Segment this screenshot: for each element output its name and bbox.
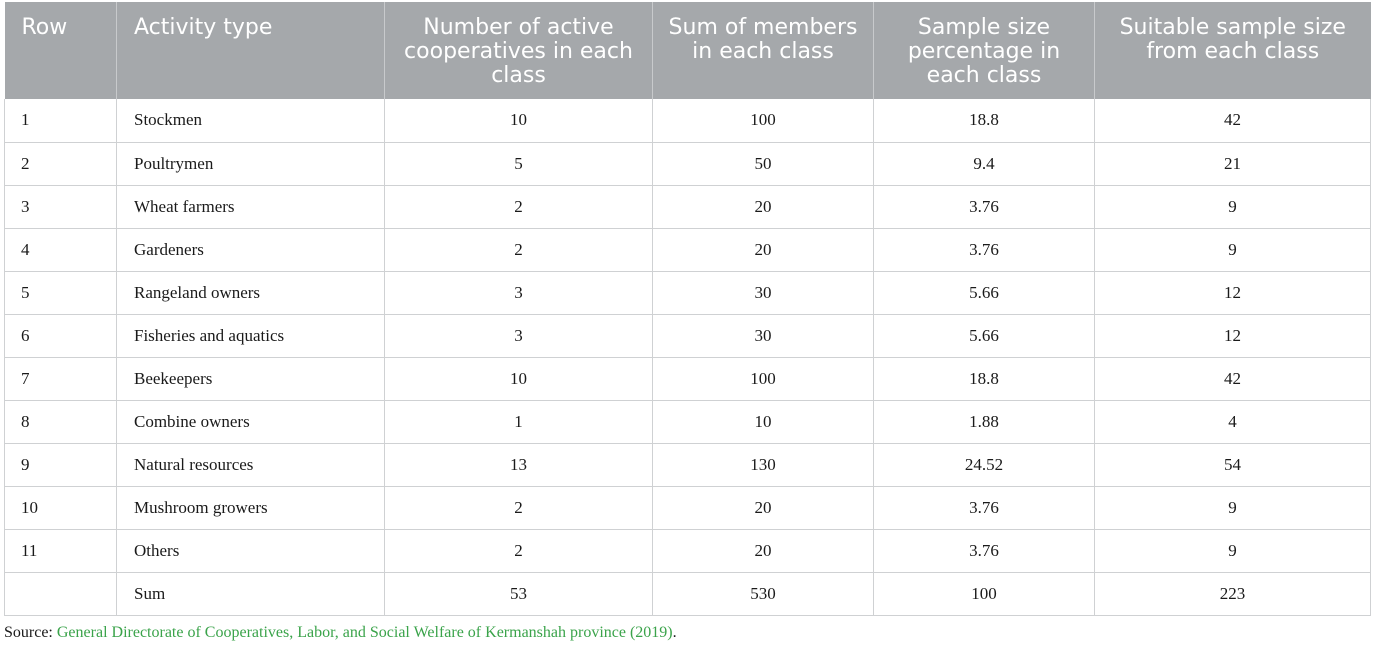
cooperatives-table: Row Activity type Number of active coope…: [4, 2, 1371, 616]
cell-suitable-sample: 9: [1094, 228, 1371, 272]
table-row: 1 Stockmen 10 100 18.8 42: [4, 99, 1371, 143]
cell-sum-members: 20: [652, 486, 874, 530]
cell-active-cooperatives: 5: [384, 142, 653, 186]
cell-suitable-sample: 223: [1094, 572, 1371, 616]
cell-sample-percentage: 5.66: [873, 271, 1095, 315]
cell-active-cooperatives: 1: [384, 400, 653, 444]
cell-row-number: 10: [4, 486, 117, 530]
header-row: Row Activity type Number of active coope…: [4, 2, 1371, 99]
cell-activity-type: Natural resources: [116, 443, 385, 487]
cell-row-number: 9: [4, 443, 117, 487]
cell-sum-members: 530: [652, 572, 874, 616]
header-row-number: Row: [4, 2, 117, 99]
cell-activity-type: Rangeland owners: [116, 271, 385, 315]
cell-activity-type: Poultrymen: [116, 142, 385, 186]
cell-active-cooperatives: 10: [384, 99, 653, 143]
cell-sum-members: 130: [652, 443, 874, 487]
cell-sample-percentage: 3.76: [873, 529, 1095, 573]
cell-row-number: [4, 572, 117, 616]
cell-sum-members: 20: [652, 529, 874, 573]
header-sum-members: Sum of members in each class: [652, 2, 874, 99]
cell-sum-members: 10: [652, 400, 874, 444]
table-row: Sum 53 530 100 223: [4, 572, 1371, 616]
table-header: Row Activity type Number of active coope…: [4, 2, 1371, 99]
source-note: Source: General Directorate of Cooperati…: [4, 624, 677, 642]
cell-row-number: 2: [4, 142, 117, 186]
cell-suitable-sample: 9: [1094, 529, 1371, 573]
cell-active-cooperatives: 2: [384, 228, 653, 272]
cell-suitable-sample: 54: [1094, 443, 1371, 487]
table-row: 11 Others 2 20 3.76 9: [4, 529, 1371, 573]
cell-row-number: 4: [4, 228, 117, 272]
table-row: 4 Gardeners 2 20 3.76 9: [4, 228, 1371, 272]
cell-sum-members: 20: [652, 228, 874, 272]
cell-activity-type: Gardeners: [116, 228, 385, 272]
table-row: 10 Mushroom growers 2 20 3.76 9: [4, 486, 1371, 530]
cell-row-number: 1: [4, 99, 117, 143]
cell-activity-type: Stockmen: [116, 99, 385, 143]
table-row: 2 Poultrymen 5 50 9.4 21: [4, 142, 1371, 186]
table-row: 9 Natural resources 13 130 24.52 54: [4, 443, 1371, 487]
cell-sample-percentage: 24.52: [873, 443, 1095, 487]
header-sample-percentage: Sample size percentage in each class: [873, 2, 1095, 99]
cell-suitable-sample: 9: [1094, 486, 1371, 530]
cell-sum-members: 100: [652, 99, 874, 143]
cell-suitable-sample: 12: [1094, 314, 1371, 358]
cell-row-number: 8: [4, 400, 117, 444]
cell-activity-type: Combine owners: [116, 400, 385, 444]
cell-suitable-sample: 42: [1094, 357, 1371, 401]
cell-row-number: 6: [4, 314, 117, 358]
table-body: 1 Stockmen 10 100 18.8 42 2 Poultrymen 5 50 9.4 21 3…: [4, 99, 1371, 616]
table-row: 6 Fisheries and aquatics 3 30 5.66 12: [4, 314, 1371, 358]
cell-sum-members: 30: [652, 314, 874, 358]
cell-suitable-sample: 12: [1094, 271, 1371, 315]
source-prefix: Source:: [4, 624, 57, 641]
cell-activity-type: Others: [116, 529, 385, 573]
cell-activity-type: Mushroom growers: [116, 486, 385, 530]
cell-sample-percentage: 5.66: [873, 314, 1095, 358]
source-suffix: .: [672, 624, 677, 641]
cell-sum-members: 30: [652, 271, 874, 315]
header-active-cooperatives: Number of active cooperatives in each cl…: [384, 2, 653, 99]
header-suitable-sample: Suitable sample size from each class: [1094, 2, 1371, 99]
cell-activity-type: Sum: [116, 572, 385, 616]
cell-activity-type: Beekeepers: [116, 357, 385, 401]
cell-sample-percentage: 100: [873, 572, 1095, 616]
header-activity-type: Activity type: [116, 2, 385, 99]
cell-suitable-sample: 42: [1094, 99, 1371, 143]
cell-sample-percentage: 18.8: [873, 99, 1095, 143]
cell-sample-percentage: 9.4: [873, 142, 1095, 186]
cell-suitable-sample: 21: [1094, 142, 1371, 186]
cell-row-number: 11: [4, 529, 117, 573]
cell-row-number: 5: [4, 271, 117, 315]
cell-active-cooperatives: 3: [384, 314, 653, 358]
cell-sum-members: 100: [652, 357, 874, 401]
cell-active-cooperatives: 10: [384, 357, 653, 401]
cell-active-cooperatives: 2: [384, 185, 653, 229]
table-row: 8 Combine owners 1 10 1.88 4: [4, 400, 1371, 444]
cell-active-cooperatives: 53: [384, 572, 653, 616]
cell-sample-percentage: 3.76: [873, 185, 1095, 229]
cell-active-cooperatives: 13: [384, 443, 653, 487]
table-row: 3 Wheat farmers 2 20 3.76 9: [4, 185, 1371, 229]
cell-suitable-sample: 4: [1094, 400, 1371, 444]
cell-active-cooperatives: 2: [384, 486, 653, 530]
cooperatives-table-container: Row Activity type Number of active coope…: [4, 2, 1371, 616]
cell-active-cooperatives: 2: [384, 529, 653, 573]
table-row: 7 Beekeepers 10 100 18.8 42: [4, 357, 1371, 401]
cell-row-number: 7: [4, 357, 117, 401]
cell-sum-members: 50: [652, 142, 874, 186]
cell-row-number: 3: [4, 185, 117, 229]
cell-activity-type: Fisheries and aquatics: [116, 314, 385, 358]
cell-suitable-sample: 9: [1094, 185, 1371, 229]
table-row: 5 Rangeland owners 3 30 5.66 12: [4, 271, 1371, 315]
cell-activity-type: Wheat farmers: [116, 185, 385, 229]
source-link[interactable]: General Directorate of Cooperatives, Lab…: [56, 624, 673, 641]
cell-sum-members: 20: [652, 185, 874, 229]
cell-sample-percentage: 3.76: [873, 486, 1095, 530]
cell-active-cooperatives: 3: [384, 271, 653, 315]
cell-sample-percentage: 18.8: [873, 357, 1095, 401]
cell-sample-percentage: 1.88: [873, 400, 1095, 444]
cell-sample-percentage: 3.76: [873, 228, 1095, 272]
